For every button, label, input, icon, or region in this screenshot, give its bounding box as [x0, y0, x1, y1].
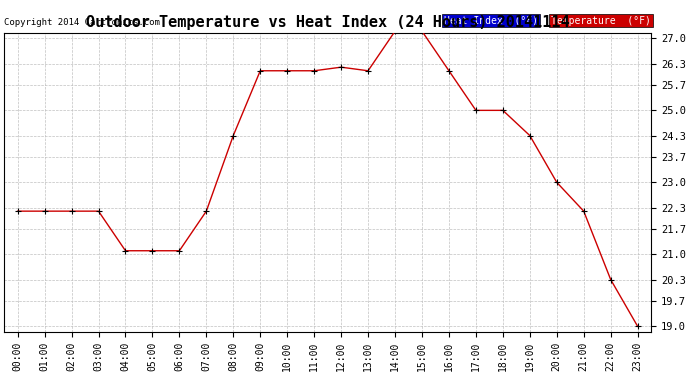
Text: Copyright 2014 Cartronics.com: Copyright 2014 Cartronics.com [4, 18, 160, 27]
Text: Heat Index  (°F): Heat Index (°F) [444, 15, 538, 26]
Title: Outdoor Temperature vs Heat Index (24 Hours) 20141114: Outdoor Temperature vs Heat Index (24 Ho… [86, 15, 569, 30]
Text: Temperature  (°F): Temperature (°F) [551, 15, 651, 26]
